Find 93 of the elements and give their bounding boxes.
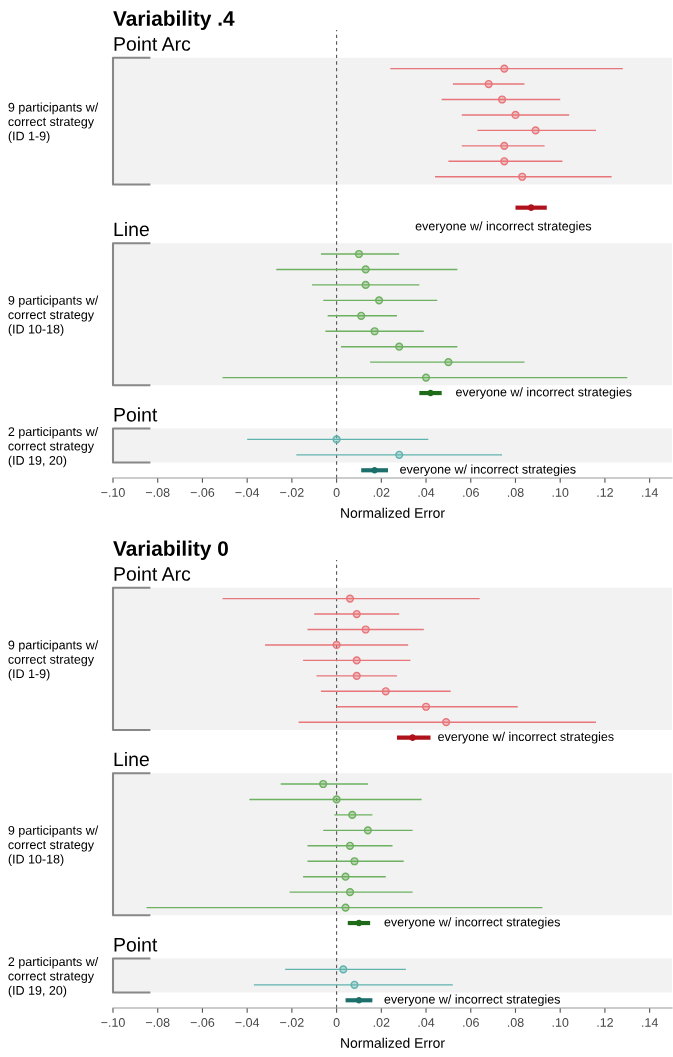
point [484,79,493,89]
x-tick-label: −.04 [235,488,260,497]
point [319,779,328,789]
x-tick-label: .12 [597,488,613,497]
text: 9 participants w/ correct strategy (ID 10-18) [8,295,99,336]
point [442,718,451,727]
x-tick-label: −.10 [101,1018,125,1027]
point [511,110,520,120]
x-tick-label: −.02 [280,1018,304,1027]
point [500,141,509,150]
x-tick-label: .04 [418,1018,435,1027]
point [341,872,350,881]
x-tick-label: 0 [333,1018,340,1027]
point [355,996,363,1004]
x-tick-label: −.04 [235,1018,260,1027]
chart-title: Variability .4 [113,10,235,30]
annotation: everyone w/ incorrect strategies [438,731,614,744]
point [332,435,341,444]
annotation: Point [114,937,158,952]
point [332,795,341,804]
x-tick-label: .14 [642,1018,658,1027]
point [339,965,348,974]
point [361,265,370,274]
x-tick-label: −.10 [101,488,125,497]
x-tick-label: .08 [507,488,524,497]
point [371,466,378,474]
x-tick-label: .02 [373,1018,390,1027]
point [395,450,404,459]
point [500,157,509,166]
text: 2 participants w/ correct strategy (ID 19, 20) [8,426,99,468]
annotation: Point [114,407,158,422]
x-tick-label: 0 [333,488,340,497]
x-tick-label: .04 [418,488,435,497]
x-tick-label: −.06 [190,488,215,497]
point [427,389,434,397]
point [363,826,373,835]
text: 9 participants w/ correct strategy (ID 1-9) [8,640,99,681]
point [357,311,366,320]
x-tick-label: .14 [642,488,658,497]
x-tick-label: −.08 [146,1018,170,1027]
point [500,64,509,73]
annotation: Line [114,221,149,237]
point [421,373,431,382]
x-axis-title: Normalized Error [341,1037,445,1048]
x-tick-label: −.08 [146,488,170,497]
point [345,594,355,603]
point [352,671,361,680]
point [444,358,453,367]
annotation: Line [114,751,149,767]
point [395,342,404,351]
point [355,919,363,927]
point [374,296,384,305]
x-tick-label: −.06 [190,1018,215,1027]
point [354,249,364,259]
chart-title: Variability 0 [113,540,228,560]
point [350,857,359,866]
x-tick-label: .08 [507,1018,524,1027]
x-tick-label: −.02 [280,488,304,497]
annotation: everyone w/ incorrect strategies [415,221,592,233]
annotation: everyone w/ incorrect strategies [456,387,632,399]
point [332,640,341,650]
point [345,841,355,850]
point [531,126,540,135]
text: 9 participants w/ correct strategy (ID 10-18) [8,825,99,866]
point [361,625,370,634]
x-tick-label: .10 [552,488,569,497]
x-tick-label: .12 [597,1018,613,1027]
point [352,609,361,619]
point [370,327,379,336]
point [421,702,431,711]
annotation: Point Arc [114,36,191,51]
text: 9 participants w/ correct strategy (ID 1-9) [8,102,99,143]
annotation: everyone w/ incorrect strategies [400,464,576,477]
point [361,280,370,289]
x-tick-label: .10 [552,1018,569,1027]
x-tick-label: .02 [373,488,390,497]
annotation: everyone w/ incorrect strategies [384,917,560,929]
point [527,204,535,211]
point [381,687,390,696]
point [350,980,359,989]
point [518,172,527,181]
x-axis-title: Normalized Error [341,507,445,518]
x-tick-label: .06 [463,488,479,497]
point [348,810,357,819]
annotation: Point Arc [114,566,191,581]
point [345,888,355,897]
point [497,95,507,104]
annotation: everyone w/ incorrect strategies [384,994,560,1007]
point [341,903,350,912]
text: 2 participants w/ correct strategy (ID 19, 20) [8,956,99,998]
point [409,734,416,741]
x-tick-label: .06 [463,1018,479,1027]
point [352,656,361,665]
